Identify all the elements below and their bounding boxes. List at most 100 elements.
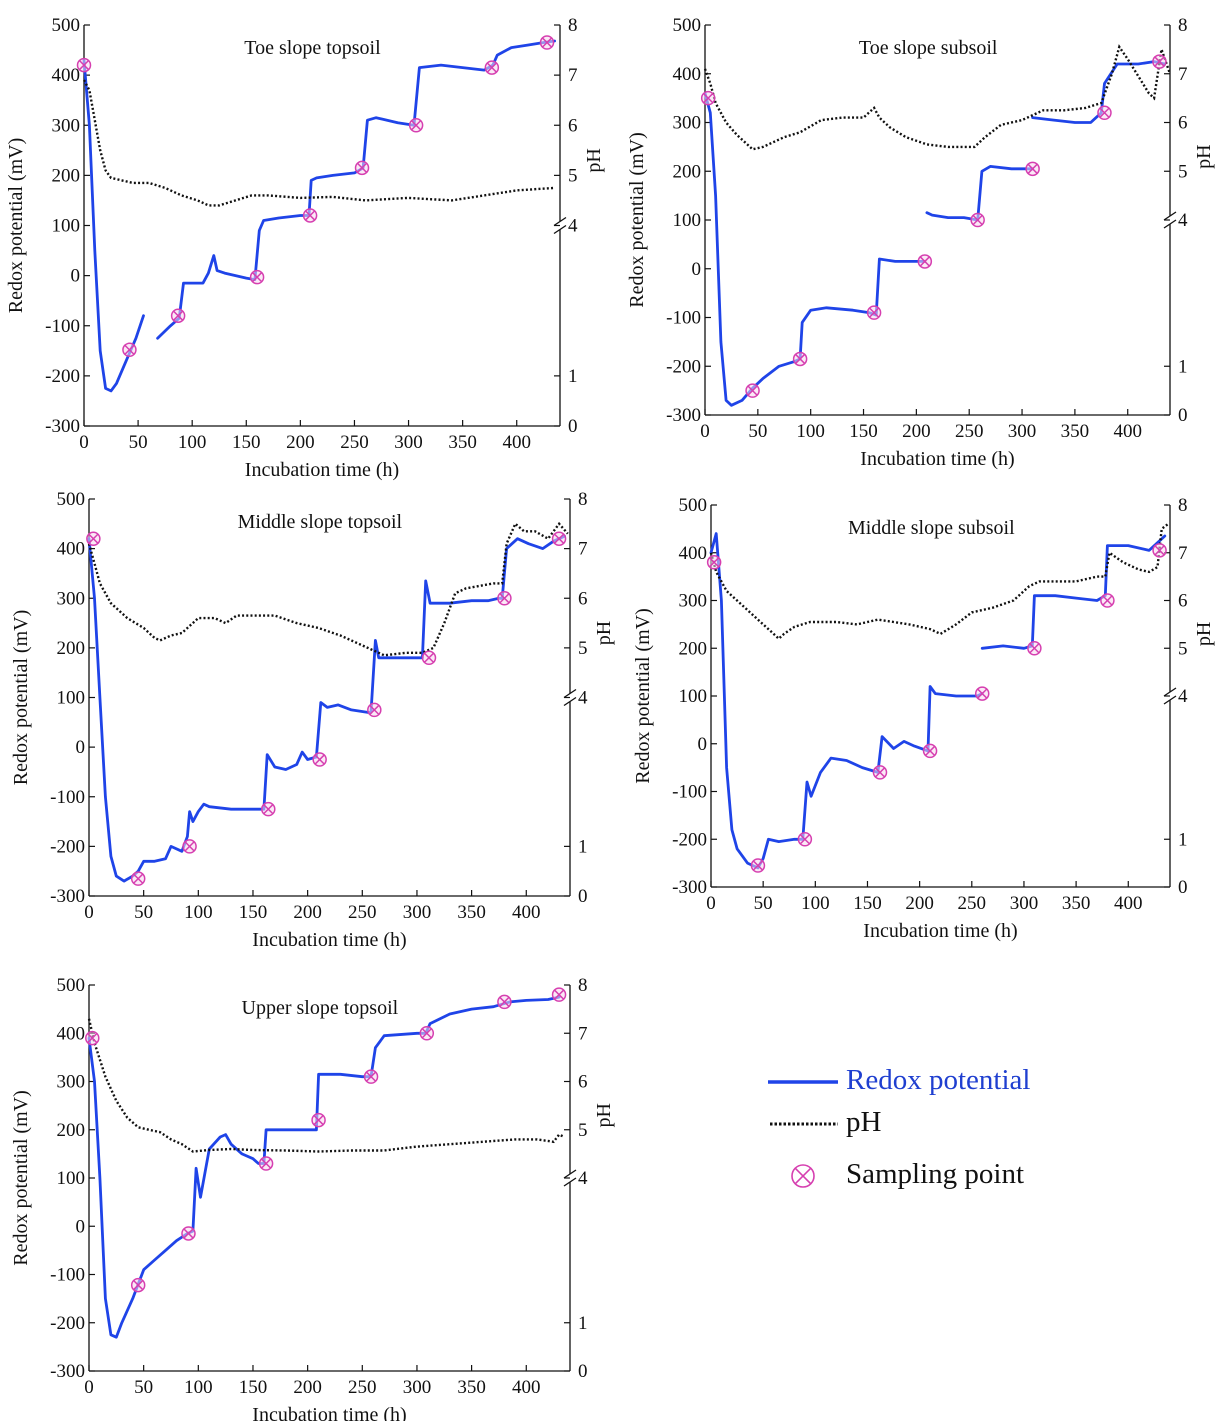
- y-tick-label-left: 0: [692, 259, 702, 280]
- x-tick-label: 400: [502, 432, 531, 453]
- sampling-point-marker: [249, 269, 265, 285]
- sampling-point-cross: [369, 704, 380, 716]
- y-tick-label-right: 8: [568, 15, 578, 36]
- sampling-point-cross: [124, 344, 135, 355]
- sampling-point-cross: [499, 593, 510, 604]
- sampling-point-cross: [924, 745, 936, 757]
- y-tick-label-right: 6: [1178, 113, 1188, 134]
- x-tick-label: 0: [84, 902, 94, 923]
- y-tick-label-right: 5: [578, 1120, 588, 1141]
- y-tick-label-right: 1: [568, 366, 578, 387]
- axis-break-mark: [553, 216, 567, 227]
- x-tick-label: 250: [348, 1377, 377, 1398]
- legend-swatch-redox: [768, 1080, 838, 1084]
- ph-line: [709, 523, 1169, 641]
- y-tick-label-left: 200: [57, 1120, 86, 1141]
- y-axis-label-right: pH: [593, 621, 615, 645]
- y-tick-label-right: 7: [578, 539, 588, 560]
- y-axis-label-right: pH: [1193, 144, 1215, 168]
- y-tick-label-left: 300: [52, 115, 81, 136]
- sampling-point-cross: [1099, 107, 1110, 118]
- sampling-point-marker: [1152, 54, 1167, 69]
- axis-break-mark: [563, 696, 577, 707]
- y-tick-label-left: 300: [57, 1072, 86, 1093]
- y-tick-label-left: -300: [672, 877, 707, 898]
- axis-break-mark: [563, 1169, 577, 1179]
- y-tick-label-left: 100: [679, 686, 708, 707]
- sampling-point-cross: [1154, 56, 1165, 67]
- redox-line: [87, 534, 566, 883]
- sampling-point-marker: [745, 383, 760, 398]
- y-tick-label-right: 1: [578, 836, 588, 857]
- x-axis-label: Incubation time (h): [252, 1404, 406, 1421]
- y-axis-label-right: pH: [593, 1103, 615, 1127]
- y-tick-label-left: 100: [673, 210, 702, 231]
- y-tick-label-left: -100: [50, 1265, 85, 1286]
- y-tick-label-left: 400: [52, 65, 81, 86]
- redox-line: [703, 91, 927, 407]
- x-tick-label: 150: [239, 1377, 268, 1398]
- sampling-point-cross: [314, 754, 325, 765]
- panel-title: Toe slope subsoil: [859, 37, 998, 59]
- legend-label-sampling: Sampling point: [846, 1158, 1025, 1190]
- axis-break-mark: [1163, 695, 1177, 705]
- sampling-point-cross: [868, 307, 880, 318]
- sampling-point-cross: [313, 1114, 324, 1126]
- sampling-point-marker: [792, 351, 808, 367]
- x-tick-label: 150: [853, 893, 882, 914]
- x-tick-label: 50: [754, 893, 773, 914]
- y-tick-label-left: 400: [679, 543, 708, 564]
- panel-title: Middle slope topsoil: [238, 511, 403, 533]
- sampling-point-marker: [130, 1277, 146, 1293]
- y-tick-label-right: 1: [578, 1313, 588, 1334]
- y-tick-label-left: -200: [50, 1313, 85, 1334]
- sampling-point-cross: [172, 310, 184, 321]
- y-axis-label-left: Redox potential (mV): [626, 132, 648, 308]
- y-tick-label-right: 1: [1178, 829, 1188, 850]
- x-tick-label: 150: [232, 432, 261, 453]
- ph-line: [82, 79, 555, 207]
- redox-line: [980, 534, 1167, 650]
- axis-break-mark: [1163, 211, 1177, 221]
- y-tick-label-left: 500: [673, 15, 702, 36]
- sampling-point-marker: [551, 987, 567, 1002]
- axis-break-mark: [1163, 687, 1177, 697]
- sampling-point-marker: [484, 60, 500, 75]
- y-tick-label-left: 0: [71, 266, 81, 287]
- sampling-point-marker: [354, 160, 370, 176]
- axis-break-mark: [1163, 219, 1177, 229]
- sampling-point-cross: [260, 1158, 272, 1169]
- sampling-point-cross: [133, 873, 144, 884]
- y-tick-label-right: 0: [578, 1361, 588, 1382]
- y-tick-label-right: 5: [1178, 638, 1188, 659]
- y-tick-label-left: 300: [673, 113, 702, 134]
- y-tick-label-left: 300: [57, 588, 86, 609]
- x-tick-label: 100: [796, 421, 825, 442]
- sampling-point-marker: [1025, 161, 1040, 177]
- x-tick-label: 300: [403, 1377, 432, 1398]
- sampling-point-cross: [423, 652, 435, 663]
- x-tick-label: 300: [394, 432, 423, 453]
- y-axis-label-left: Redox potential (mV): [632, 608, 654, 784]
- chart-panel-3: 0 50 100 150 200 250 300 350 400-300-200-1000100…: [10, 489, 615, 951]
- y-axis-label-right: pH: [1193, 622, 1215, 646]
- y-tick-label-right: 6: [578, 1072, 588, 1093]
- axis-break-mark: [553, 224, 567, 235]
- sampling-point-marker: [130, 871, 146, 886]
- sampling-point-cross: [1027, 163, 1038, 174]
- sampling-point-marker: [85, 1030, 100, 1046]
- sampling-point-marker: [706, 555, 722, 570]
- sampling-point-marker: [258, 1156, 274, 1171]
- y-tick-label-left: -100: [45, 316, 80, 337]
- sampling-point-cross: [1154, 545, 1165, 556]
- sampling-point-cross: [486, 62, 497, 73]
- legend-label-ph: pH: [846, 1106, 882, 1138]
- sampling-point-cross: [709, 557, 720, 568]
- sampling-point-cross: [703, 92, 714, 104]
- y-tick-label-left: 500: [57, 489, 86, 510]
- y-tick-label-left: 100: [52, 216, 81, 237]
- y-tick-label-right: 7: [1178, 64, 1188, 85]
- sampling-point-marker: [866, 305, 882, 320]
- sampling-point-cross: [874, 767, 886, 778]
